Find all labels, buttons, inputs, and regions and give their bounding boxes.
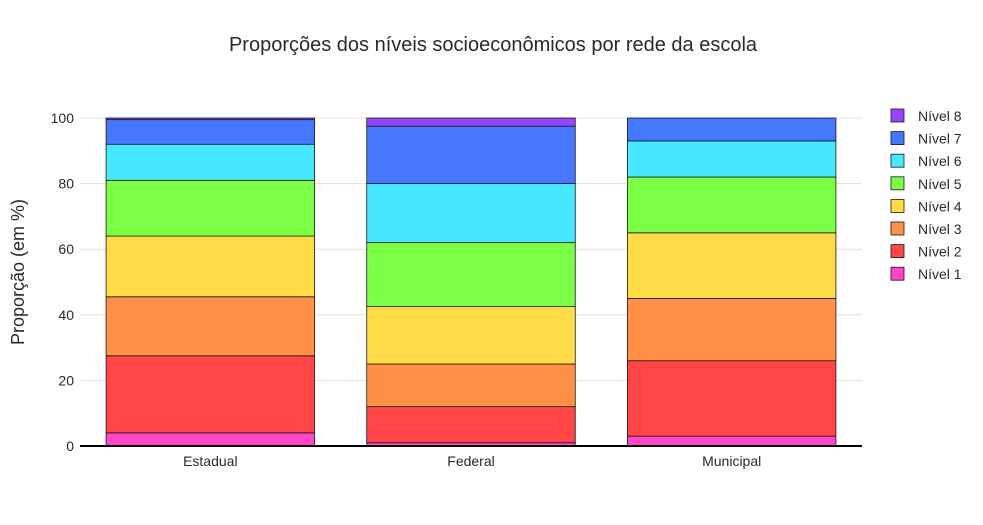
bar-segment (105, 235, 316, 298)
bar-segment (105, 355, 316, 434)
y-tick-label: 80 (58, 176, 74, 192)
legend-label: Nível 7 (918, 131, 962, 147)
y-tick-label: 60 (58, 241, 74, 257)
legend-swatch (890, 153, 905, 168)
legend-swatch (890, 131, 905, 146)
legend-swatch (890, 221, 905, 236)
y-tick-label: 20 (58, 372, 74, 388)
bar-segment (105, 117, 316, 121)
bar-segment (627, 232, 837, 299)
legend-item[interactable]: Nível 2 (890, 244, 962, 260)
bar-segment (627, 435, 837, 447)
legend-swatch (890, 244, 905, 259)
legend-label: Nível 3 (918, 221, 962, 237)
legend-item[interactable]: Nível 1 (890, 266, 962, 282)
bar-segment (105, 179, 316, 237)
bar-segment (366, 363, 576, 408)
bar-segment (105, 296, 316, 357)
legend-label: Nível 1 (918, 266, 962, 282)
x-tick-label: Federal (447, 453, 494, 469)
bar-segment (627, 176, 837, 234)
y-tick-labels: 0 20 40 60 80 100 (51, 110, 75, 454)
legend-label: Nível 4 (918, 198, 962, 214)
chart-title: Proporções dos níveis socioeconômicos po… (229, 34, 758, 56)
y-axis-title: Proporção (em %) (8, 199, 28, 345)
y-tick-label: 0 (66, 438, 74, 454)
bar-segment (627, 140, 837, 178)
legend-item[interactable]: Nível 4 (890, 198, 962, 214)
bar-segment (627, 360, 837, 437)
bar-segment (105, 143, 316, 181)
legend-item[interactable]: Nível 3 (890, 221, 962, 237)
legend-item[interactable]: Nível 5 (890, 176, 962, 192)
legend-swatch (890, 176, 905, 191)
legend-item[interactable]: Nível 7 (890, 131, 962, 147)
bar-segment (366, 125, 576, 184)
legend-swatch (890, 108, 905, 123)
legend: Nível 8 Nível 7 Nível 6 Nível 5 Nível 4 Nível… (890, 108, 962, 282)
legend-swatch (890, 198, 905, 213)
bar-segment (627, 117, 837, 142)
legend-label: Nível 5 (918, 176, 962, 192)
bar-segment (105, 432, 316, 447)
bar-segment (366, 306, 576, 365)
x-tick-labels: Estadual Federal Municipal (183, 453, 761, 469)
legend-label: Nível 6 (918, 153, 962, 169)
y-tick-label: 100 (51, 110, 75, 126)
bar-segment (366, 406, 576, 444)
bar-segment (105, 119, 316, 145)
legend-swatch (890, 266, 905, 281)
x-tick-label: Estadual (183, 453, 237, 469)
legend-label: Nível 2 (918, 244, 962, 260)
legend-label: Nível 8 (918, 108, 962, 124)
y-tick-label: 40 (58, 307, 74, 323)
x-tick-label: Municipal (702, 453, 761, 469)
bars-group (105, 117, 837, 447)
bar-segment (366, 117, 576, 127)
legend-item[interactable]: Nível 8 (890, 108, 962, 124)
bar-segment (366, 183, 576, 244)
legend-item[interactable]: Nível 6 (890, 153, 962, 169)
bar-segment (627, 297, 837, 362)
bar-segment (366, 242, 576, 307)
